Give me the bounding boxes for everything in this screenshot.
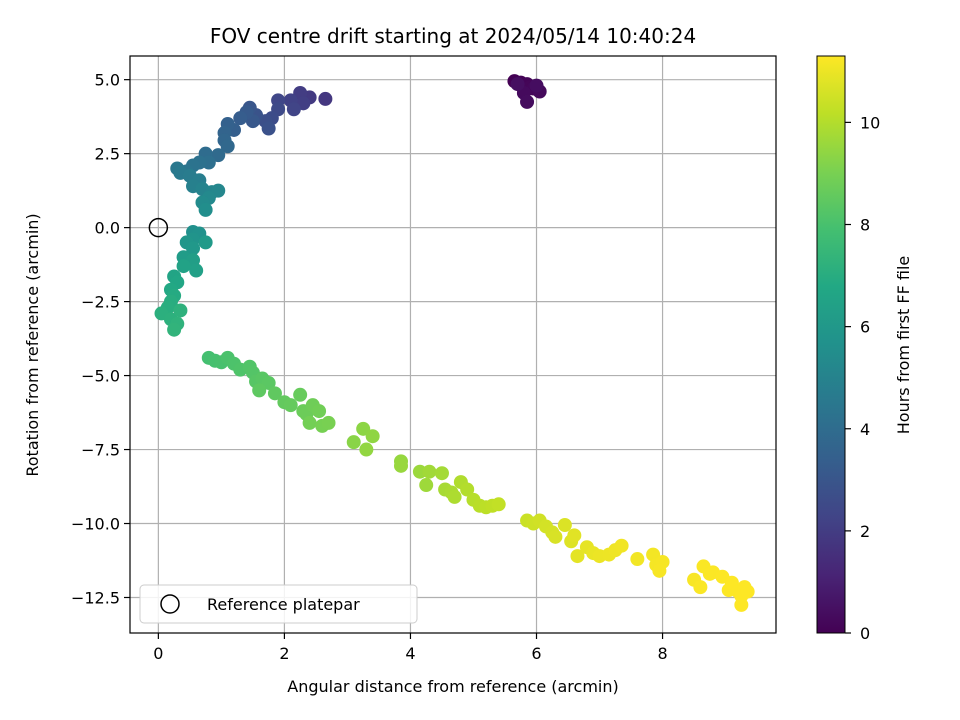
data-point <box>321 415 336 430</box>
y-axis-label: Rotation from reference (arcmin) <box>23 213 42 476</box>
data-point <box>186 241 201 256</box>
grid <box>130 56 776 633</box>
data-point <box>233 111 248 126</box>
data-point <box>419 478 434 493</box>
colorbar-tick-label: 0 <box>860 624 870 643</box>
data-point <box>652 563 667 578</box>
colorbar: 0 2 4 6 8 10 Hours from first FF file <box>816 55 913 643</box>
data-point <box>286 102 301 117</box>
data-point <box>434 466 449 481</box>
legend: Reference platepar <box>139 584 418 624</box>
y-axis-ticks: 5.0 2.5 0.0 −2.5 −5.0 −7.5 −10.0 −12.5 <box>71 71 130 607</box>
chart-title: FOV centre drift starting at 2024/05/14 … <box>210 24 696 48</box>
data-point <box>283 398 298 413</box>
data-point <box>567 528 582 543</box>
data-point <box>447 489 462 504</box>
y-tick-label: −2.5 <box>81 293 120 312</box>
data-point <box>173 303 188 318</box>
colorbar-ticks: 0 2 4 6 8 10 <box>845 113 880 643</box>
reference-marker <box>148 217 169 238</box>
data-point <box>211 183 226 198</box>
x-tick-label: 0 <box>153 644 163 663</box>
y-tick-label: −10.0 <box>71 515 120 534</box>
x-axis-ticks: 0 2 4 6 8 <box>153 633 668 663</box>
data-point <box>261 121 276 136</box>
data-point <box>220 139 235 154</box>
data-point <box>198 235 213 250</box>
x-tick-label: 2 <box>279 644 289 663</box>
data-point <box>557 517 572 532</box>
data-point <box>491 497 506 512</box>
x-axis-label: Angular distance from reference (arcmin) <box>287 677 618 696</box>
x-tick-label: 6 <box>531 644 541 663</box>
data-point <box>734 597 749 612</box>
colorbar-label: Hours from first FF file <box>894 256 913 435</box>
data-point <box>356 421 371 436</box>
data-point <box>740 584 755 599</box>
y-tick-label: 2.5 <box>95 145 120 164</box>
data-point <box>630 552 645 567</box>
y-tick-label: 5.0 <box>95 71 120 90</box>
y-tick-label: −5.0 <box>81 367 120 386</box>
y-tick-label: −7.5 <box>81 441 120 460</box>
data-point <box>365 429 380 444</box>
data-point <box>460 482 475 497</box>
data-point <box>167 322 182 337</box>
colorbar-gradient <box>816 55 846 634</box>
data-point <box>302 415 317 430</box>
data-point <box>520 94 535 109</box>
legend-marker <box>160 594 180 614</box>
data-point <box>261 375 276 390</box>
y-tick-label: 0.0 <box>95 219 120 238</box>
colorbar-tick-label: 10 <box>860 113 880 132</box>
data-point <box>211 148 226 163</box>
data-point <box>252 383 267 398</box>
data-point <box>548 529 563 544</box>
data-point <box>422 464 437 479</box>
y-tick-label: −12.5 <box>71 588 120 607</box>
x-tick-label: 4 <box>405 644 415 663</box>
data-point <box>693 580 708 595</box>
legend-box <box>139 584 418 624</box>
colorbar-tick-label: 8 <box>860 216 870 235</box>
data-point <box>189 263 204 278</box>
data-point <box>510 77 525 92</box>
x-tick-label: 8 <box>657 644 667 663</box>
data-point <box>529 78 544 93</box>
colorbar-tick-label: 2 <box>860 522 870 541</box>
data-point <box>318 91 333 106</box>
colorbar-tick-label: 6 <box>860 318 870 337</box>
data-points <box>154 74 755 612</box>
data-point <box>346 435 361 450</box>
data-point <box>614 538 629 553</box>
data-point <box>198 202 213 217</box>
plot-frame <box>129 55 777 634</box>
data-point <box>394 458 409 473</box>
data-point <box>293 387 308 402</box>
legend-entry: Reference platepar <box>207 595 360 614</box>
data-point <box>570 549 585 564</box>
data-point <box>359 442 374 457</box>
data-point <box>176 259 191 274</box>
data-point <box>312 404 327 419</box>
data-point <box>267 386 282 401</box>
colorbar-tick-label: 4 <box>860 420 870 439</box>
